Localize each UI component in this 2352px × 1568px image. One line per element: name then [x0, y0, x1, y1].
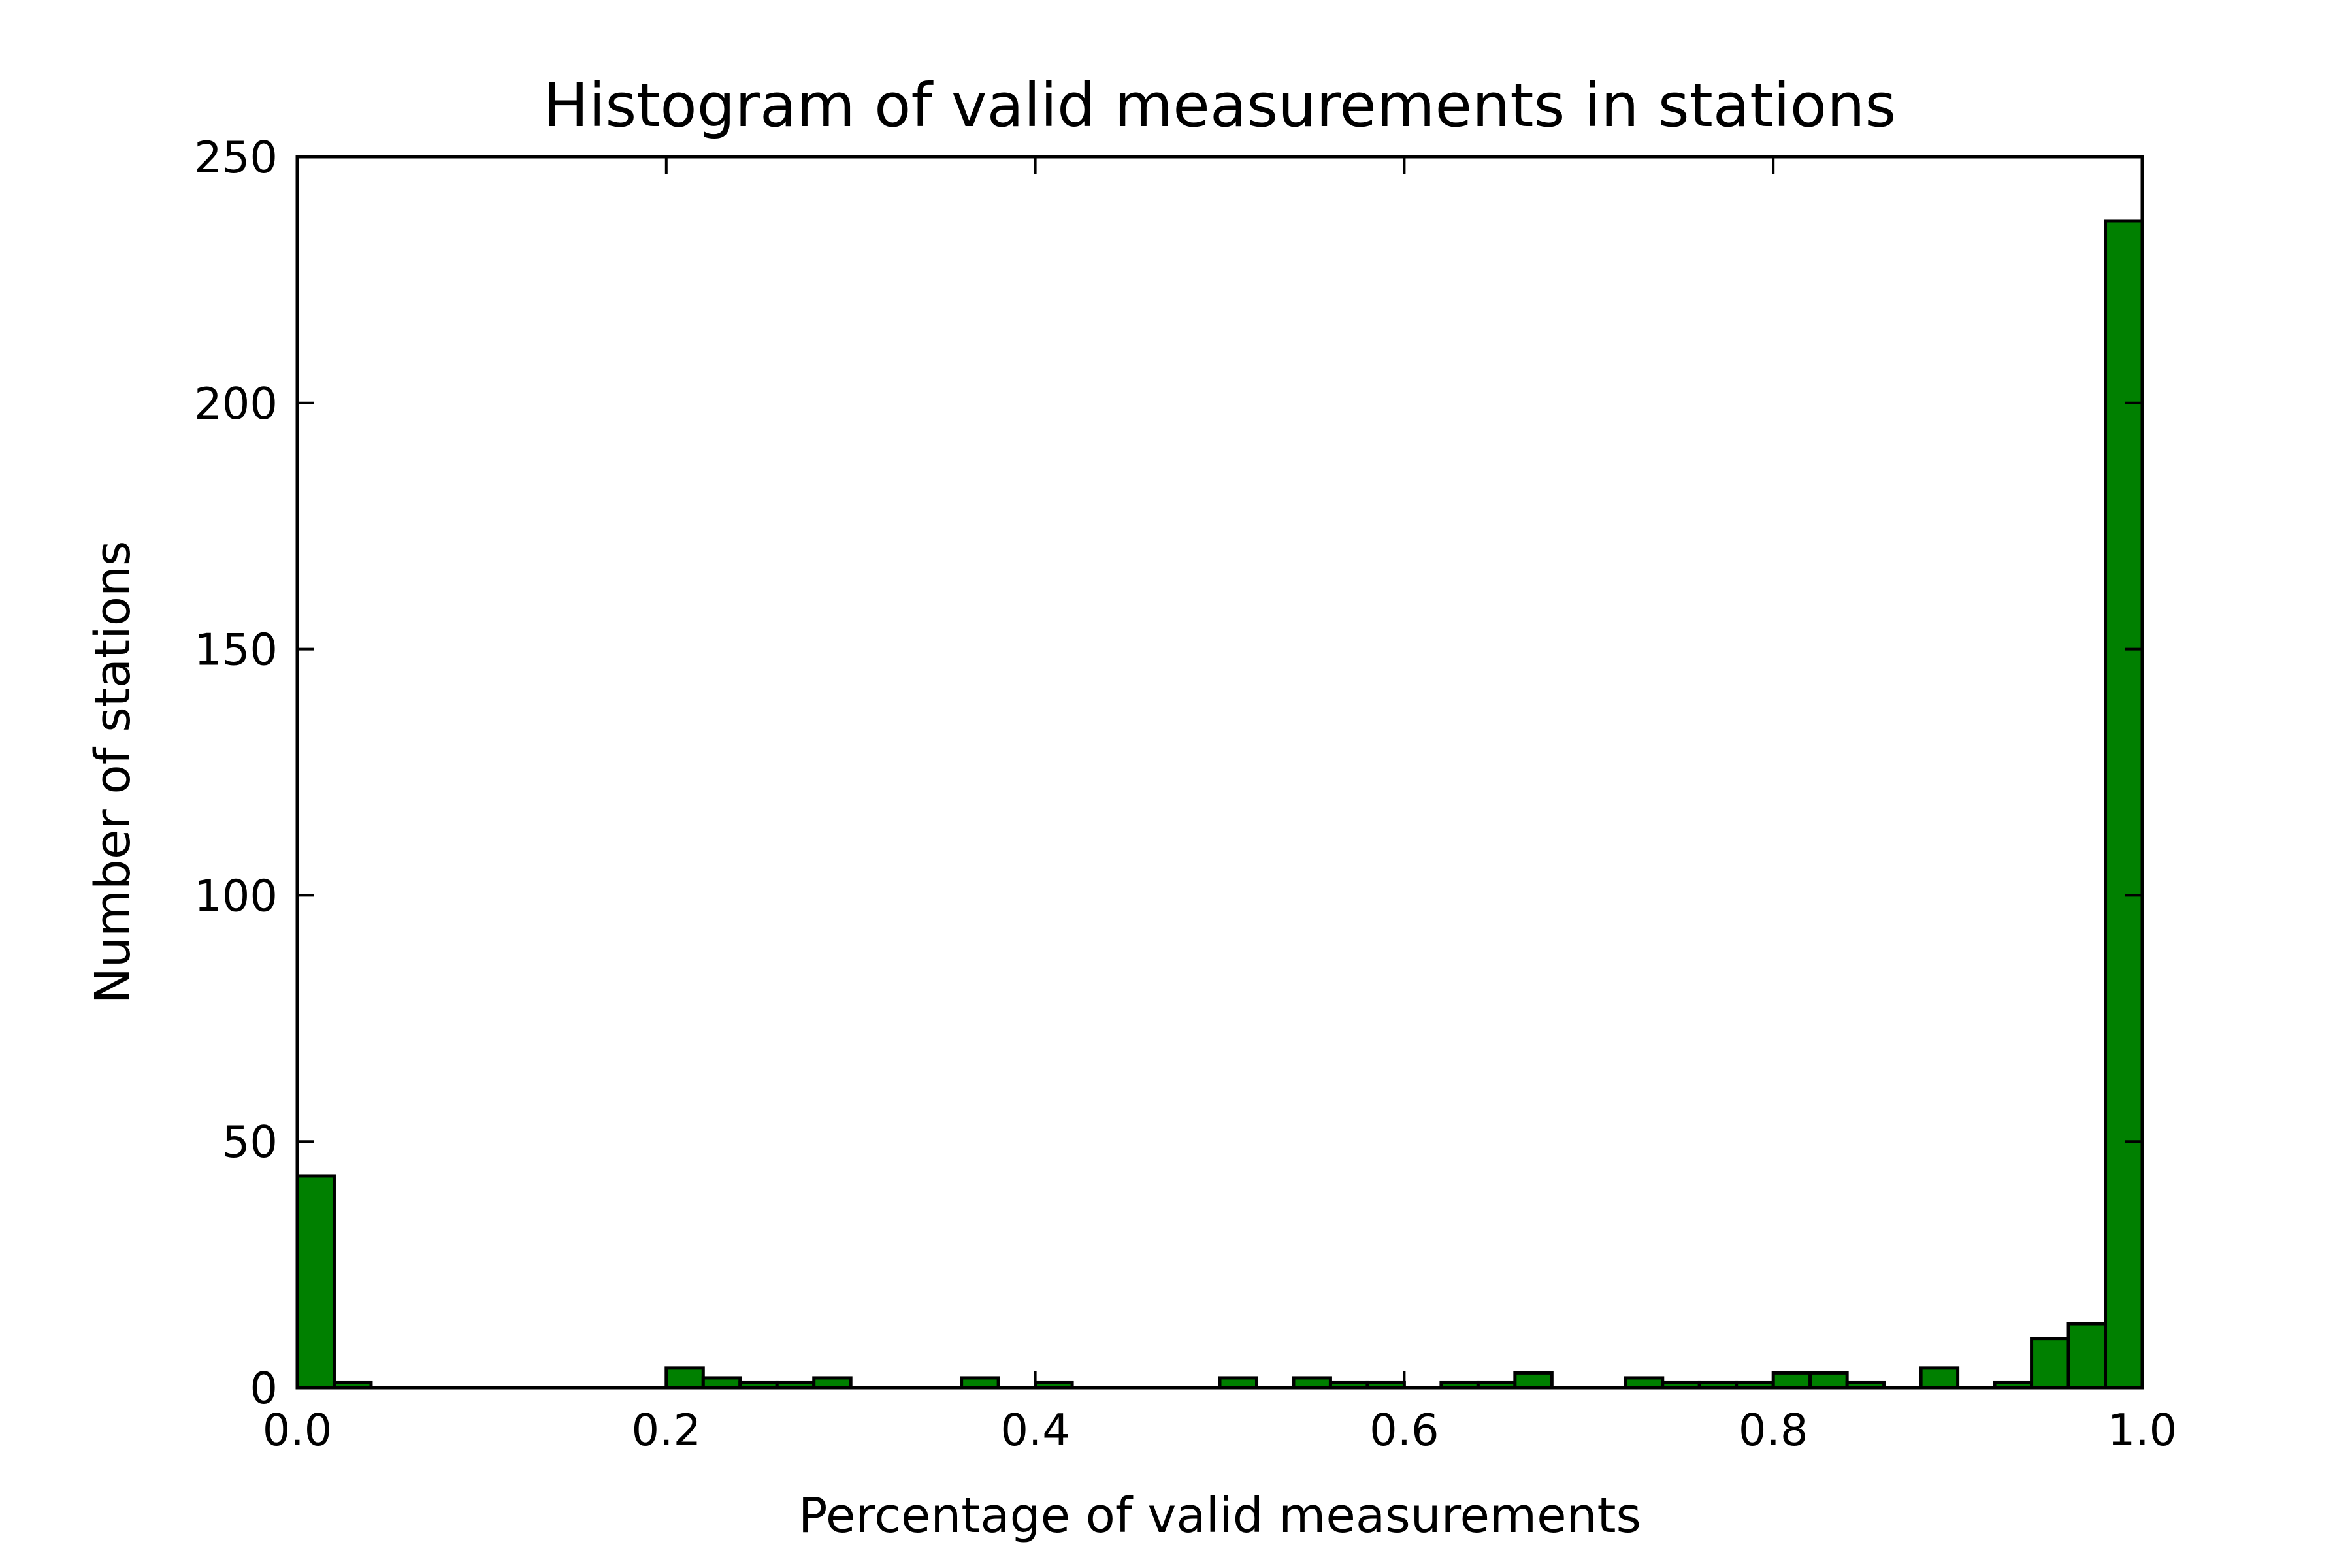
y-tick-label: 250 [194, 132, 278, 183]
y-axis-label: Number of stations [85, 541, 141, 1004]
x-tick-label: 1.0 [2108, 1405, 2178, 1456]
y-tick-label: 0 [250, 1363, 278, 1414]
x-tick-label: 0.6 [1369, 1405, 1439, 1456]
y-tick-label: 150 [194, 625, 278, 676]
histogram-bar [2104, 219, 2144, 1390]
chart-title: Histogram of valid measurements in stati… [544, 71, 1897, 140]
histogram-bar [664, 1366, 705, 1390]
histogram-bar [295, 1174, 336, 1390]
plot-frame [295, 155, 2144, 1390]
x-tick-label: 0.4 [1000, 1405, 1070, 1456]
histogram-bar [1808, 1371, 1849, 1390]
x-tick-label: 0.8 [1739, 1405, 1808, 1456]
histogram-bar [2066, 1322, 2108, 1390]
y-tick-label: 50 [222, 1117, 278, 1168]
y-tick-label: 200 [194, 378, 278, 429]
x-tick-label: 0.0 [263, 1405, 333, 1456]
histogram-bar [1919, 1366, 1960, 1390]
y-tick-label: 100 [194, 870, 278, 921]
x-axis-label: Percentage of valid measurements [798, 1488, 1641, 1544]
histogram-bar [1771, 1371, 1812, 1390]
histogram-bar [1513, 1371, 1554, 1390]
tick-labels-group: 0.0 0.2 0.4 0.6 0.8 1.0 0 50 100 150 200 250 [194, 132, 2177, 1456]
x-tick-label: 0.2 [632, 1405, 702, 1456]
histogram-bar [2030, 1337, 2070, 1390]
